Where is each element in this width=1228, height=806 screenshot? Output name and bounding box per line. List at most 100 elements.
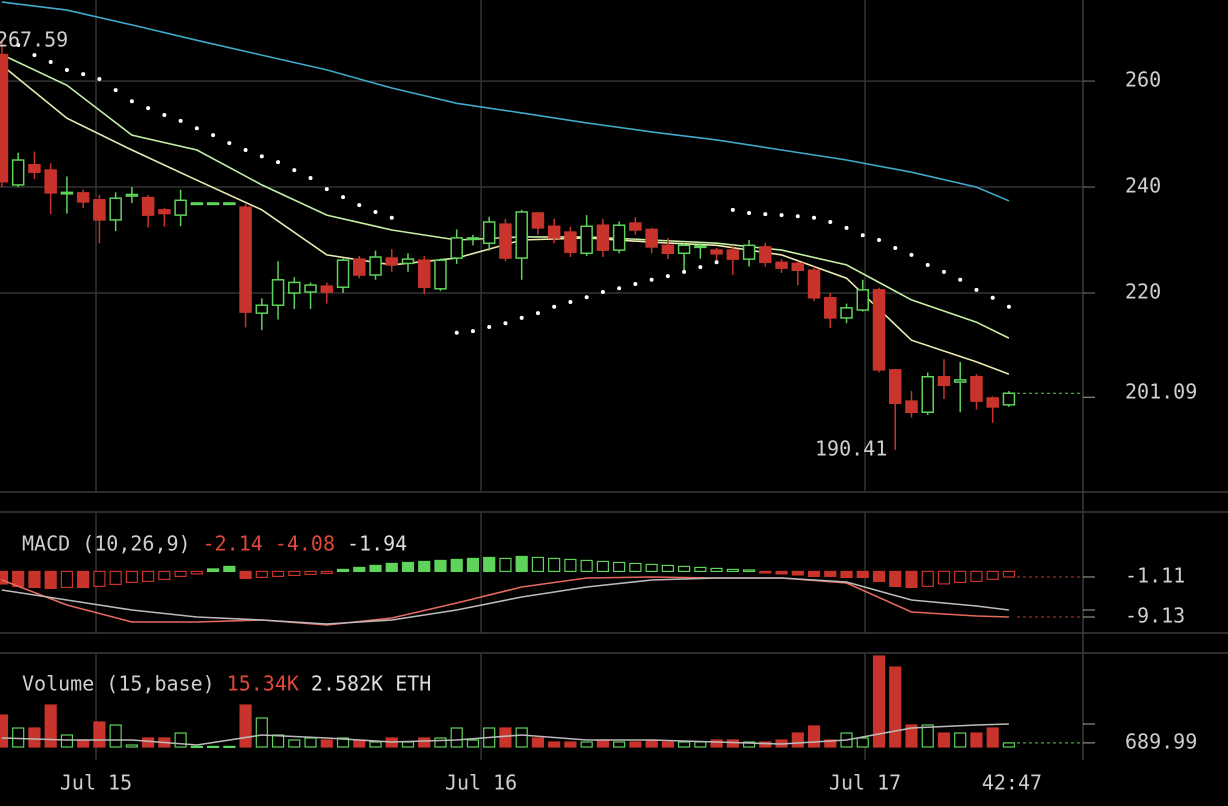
macd-histogram-bar [856,570,869,579]
sar-dot [389,215,394,220]
volume-bar [580,741,593,748]
macd-histogram-bar [28,570,41,589]
candle-body [937,375,951,386]
volume-bar [190,745,203,749]
candle-body [791,262,805,271]
sar-dot [795,214,800,219]
macd-histogram-bar [304,570,317,576]
macd-line-label: -9.13 [1125,604,1185,628]
volume-title: Volume (15,base) [22,672,215,696]
candle-body [450,237,463,259]
candle-body [28,164,41,173]
volume-bar [596,739,609,748]
volume-bar [661,741,674,748]
volume-bar [434,737,447,748]
sar-dot [178,118,183,123]
sar-dot [763,212,768,217]
volume-bar [548,741,561,748]
macd-line [1,576,1009,626]
macd-hist-label: -1.11 [1125,563,1185,587]
macd-histogram-bar [353,566,366,573]
macd-histogram-bar [905,570,918,589]
macd-histogram-bar [320,570,333,575]
macd-histogram-bar [629,562,642,573]
low-label: 190.41 [815,436,887,460]
sar-dot [714,260,719,265]
macd-histogram-bar [564,558,577,573]
volume-readout: 2.582K ETH [311,672,431,696]
sar-dot [503,321,508,326]
sar-dot [909,252,914,257]
macd-histogram-bar [548,557,561,573]
volume-bar [44,704,57,748]
macd-histogram-bar [596,560,609,573]
sar-dot [974,287,979,292]
volume-bar [499,727,512,748]
macd-histogram-bar [336,568,350,573]
volume-bar [466,739,480,748]
sar-dot [81,72,86,77]
sar-dot [341,195,346,200]
sar-dot [535,311,540,316]
macd-histogram-bar [742,569,756,573]
macd-histogram-bar [60,570,74,589]
volume-bar [1002,742,1016,748]
sar-dot [113,88,118,93]
countdown-label: 42:47 [982,771,1042,795]
moving-average-line [1,1,1010,202]
candle-body [482,221,496,244]
volume-bar [450,727,463,748]
candle-body [759,246,772,264]
macd-readout: -1.94 [347,532,407,556]
candle-body [288,281,301,294]
candle-body [547,225,561,239]
sar-dot [877,238,882,243]
candle-body [742,244,756,260]
candle-body [807,269,821,299]
volume-bar [986,727,999,748]
macd-histogram-bar [954,570,967,584]
macd-histogram-bar [580,559,593,573]
volume-last-label: 689.99 [1125,729,1197,753]
macd-histogram-bar [418,560,431,573]
sar-dot [617,286,622,291]
volume-bar [60,734,74,748]
sar-dot [373,209,378,214]
candle-body [320,285,334,293]
candle-body [905,400,918,414]
macd-histogram-bar [77,570,90,589]
candle-body [223,202,236,206]
macd-histogram-bar [775,570,788,575]
volume-bar [791,732,804,748]
sar-dot [146,106,151,111]
macd-histogram-bar [710,567,723,573]
sar-dot [519,315,524,320]
sar-dot [860,233,865,238]
macd-line [1,577,1009,625]
candle-body [385,257,399,266]
y-tick-label: 220 [1125,280,1161,304]
candle-body [564,231,577,253]
macd-histogram-bar [109,570,122,586]
high-label: 267.59 [0,27,68,51]
macd-histogram-bar [678,565,691,573]
macd-histogram-bar [434,559,447,573]
candle-body [76,192,90,203]
candle-body [531,212,545,229]
candle-body [872,289,886,371]
macd-histogram-bar [44,570,57,590]
x-tick-label: Jul 16 [445,771,517,795]
macd-histogram-bar [0,570,9,585]
candle-body [434,259,447,290]
volume-bar [239,704,252,748]
volume-bar [369,741,382,748]
volume-bar [515,727,528,748]
macd-histogram-bar [401,561,415,573]
volume-bar [726,739,739,748]
volume-bar [645,739,658,748]
candle-body [125,193,139,197]
candle-body [824,297,837,319]
macd-histogram-bar [613,561,626,573]
sar-dot [211,133,216,138]
